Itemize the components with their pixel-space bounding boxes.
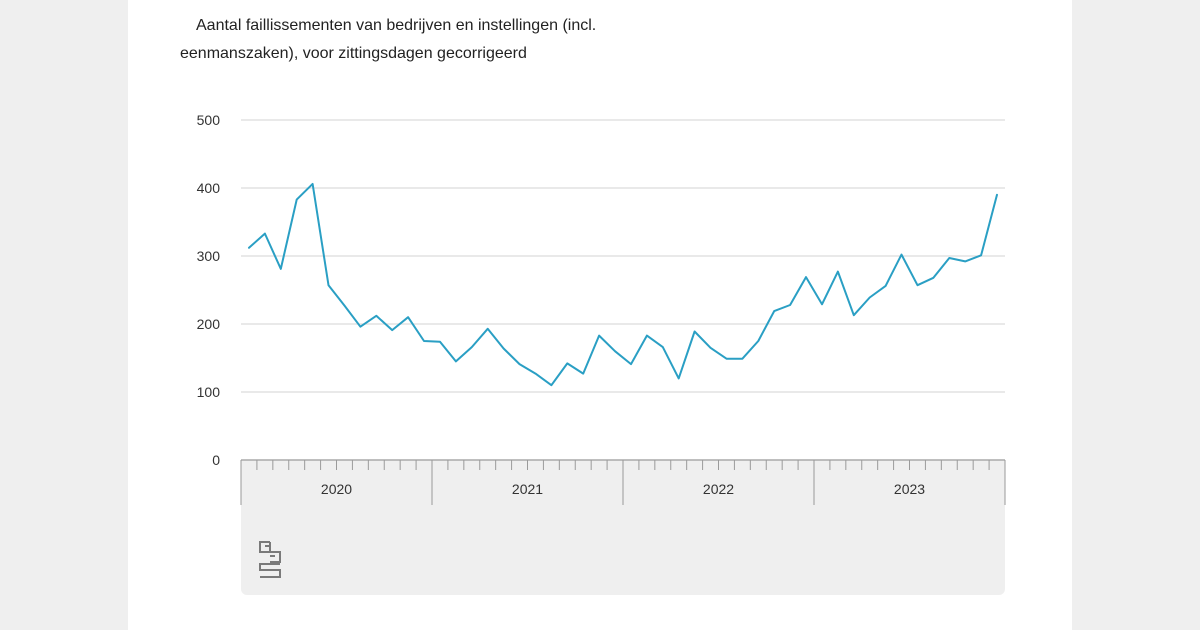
gridlines (241, 119, 1005, 393)
y-axis-labels: 0 100 200 300 400 500 (197, 112, 221, 468)
chart-title: Aantal faillissementen van bedrijven en … (180, 17, 597, 62)
y-tick-label: 500 (197, 112, 221, 128)
chart-footer (241, 505, 1005, 595)
y-tick-label: 0 (212, 452, 220, 468)
series-layer (248, 182, 998, 387)
x-axis: 2020 2021 2022 2023 (240, 459, 1006, 505)
y-tick-label: 400 (197, 180, 221, 196)
y-tick-label: 100 (197, 384, 221, 400)
x-year-label: 2021 (512, 481, 543, 497)
series-line (248, 182, 998, 387)
x-year-label: 2020 (321, 481, 352, 497)
x-year-label: 2023 (894, 481, 925, 497)
y-tick-label: 300 (197, 248, 221, 264)
cbs-logo-icon (259, 541, 281, 578)
x-year-label: 2022 (703, 481, 734, 497)
y-tick-label: 200 (197, 316, 221, 332)
